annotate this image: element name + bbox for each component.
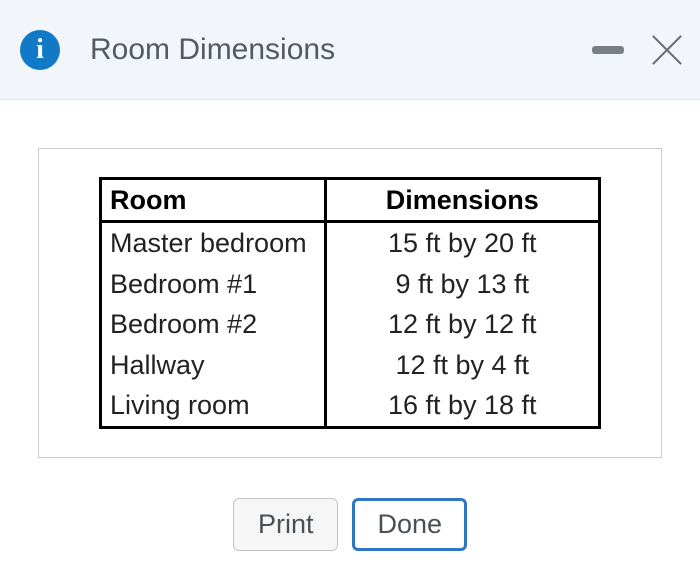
table-row: Living room 16 ft by 18 ft (101, 385, 600, 427)
table-row: Bedroom #1 9 ft by 13 ft (101, 264, 600, 304)
cell-dim: 12 ft by 12 ft (325, 304, 599, 344)
dialog-header: i Room Dimensions (0, 0, 700, 100)
cell-room: Bedroom #2 (101, 304, 326, 344)
cell-room: Master bedroom (101, 222, 326, 264)
table-card: Room Dimensions Master bedroom 15 ft by … (38, 148, 662, 458)
minimize-icon[interactable] (592, 46, 624, 54)
dialog-content: Room Dimensions Master bedroom 15 ft by … (0, 100, 700, 551)
cell-dim: 9 ft by 13 ft (325, 264, 599, 304)
dialog-title: Room Dimensions (90, 33, 592, 67)
cell-room: Hallway (101, 345, 326, 385)
room-dimensions-table: Room Dimensions Master bedroom 15 ft by … (99, 177, 601, 429)
table-row: Bedroom #2 12 ft by 12 ft (101, 304, 600, 344)
cell-room: Living room (101, 385, 326, 427)
table-row: Master bedroom 15 ft by 20 ft (101, 222, 600, 264)
table-row: Hallway 12 ft by 4 ft (101, 345, 600, 385)
dialog-button-row: Print Done (38, 498, 662, 551)
col-header-room: Room (101, 179, 326, 222)
window-controls (592, 33, 684, 67)
info-icon: i (20, 30, 60, 70)
info-icon-glyph: i (36, 36, 44, 64)
close-icon[interactable] (650, 33, 684, 67)
cell-dim: 15 ft by 20 ft (325, 222, 599, 264)
col-header-dimensions: Dimensions (325, 179, 599, 222)
done-button[interactable]: Done (352, 498, 467, 551)
table-header-row: Room Dimensions (101, 179, 600, 222)
cell-room: Bedroom #1 (101, 264, 326, 304)
cell-dim: 16 ft by 18 ft (325, 385, 599, 427)
cell-dim: 12 ft by 4 ft (325, 345, 599, 385)
print-button[interactable]: Print (233, 498, 339, 551)
